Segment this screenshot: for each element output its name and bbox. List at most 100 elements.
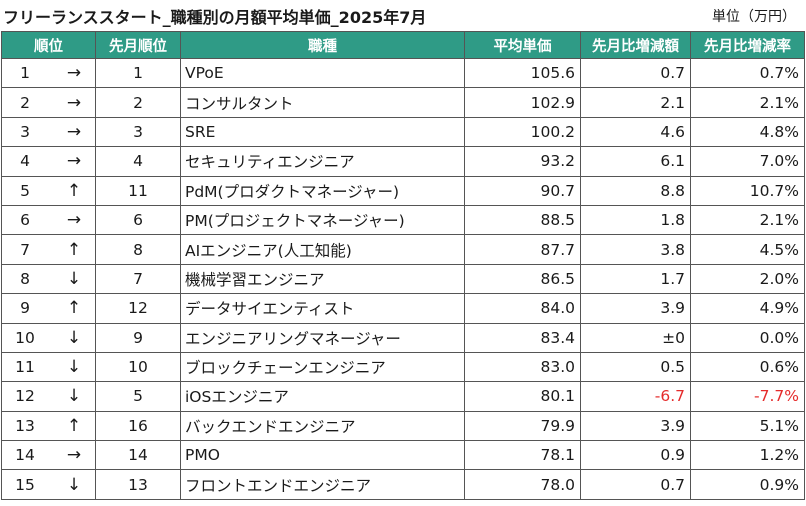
table-row: 11 ↓ 10 ブロックチェーンエンジニア 83.0 0.5 0.6% <box>1 351 805 383</box>
rank-cell: 10 ↓ <box>1 322 96 353</box>
mom-diff-cell: 1.8 <box>580 204 691 236</box>
table-row: 12 ↓ 5 iOSエンジニア 80.1 -6.7 -7.7% <box>1 381 805 412</box>
job-cell: セキュリティエンジニア <box>180 146 465 177</box>
header-mom-rate: 先月比増減率 <box>690 31 805 59</box>
job-cell: フロントエンドエンジニア <box>180 469 465 500</box>
rank-number: 4 <box>20 152 30 171</box>
rank-cell: 13 ↑ <box>1 410 96 442</box>
rank-number: 6 <box>20 211 30 230</box>
table-row: 13 ↑ 16 バックエンドエンジニア 79.9 3.9 5.1% <box>1 410 805 442</box>
trend-arrow-icon: ↓ <box>66 386 82 407</box>
mom-diff-cell: 6.1 <box>580 146 691 177</box>
trend-arrow-icon: ↑ <box>66 180 82 201</box>
mom-diff-cell: 0.7 <box>580 57 691 89</box>
table-row: 1 → 1 VPoE 105.6 0.7 0.7% <box>1 57 805 89</box>
header-avg-price: 平均単価 <box>464 31 581 59</box>
mom-diff-cell: 3.9 <box>580 410 691 442</box>
mom-diff-cell: 2.1 <box>580 87 691 118</box>
header-job: 職種 <box>180 31 465 59</box>
avg-price-cell: 86.5 <box>464 263 581 295</box>
rank-cell: 4 → <box>1 146 96 177</box>
prev-rank-cell: 10 <box>95 351 181 383</box>
avg-price-cell: 79.9 <box>464 410 581 442</box>
job-cell: コンサルタント <box>180 87 465 118</box>
mom-rate-cell: -7.7% <box>690 381 805 412</box>
rank-cell: 9 ↑ <box>1 293 96 324</box>
job-cell: PM(プロジェクトマネージャー) <box>180 204 465 236</box>
rank-cell: 5 ↑ <box>1 175 96 206</box>
trend-arrow-icon: ↓ <box>66 474 82 495</box>
mom-rate-cell: 7.0% <box>690 146 805 177</box>
trend-arrow-icon: → <box>66 121 82 142</box>
table-row: 15 ↓ 13 フロントエンドエンジニア 78.0 0.7 0.9% <box>1 469 805 500</box>
avg-price-cell: 90.7 <box>464 175 581 206</box>
table-row: 5 ↑ 11 PdM(プロダクトマネージャー) 90.7 8.8 10.7% <box>1 175 805 206</box>
avg-price-cell: 100.2 <box>464 116 581 148</box>
avg-price-cell: 83.4 <box>464 322 581 353</box>
header-prev-rank: 先月順位 <box>95 31 181 59</box>
header-mom-diff: 先月比増減額 <box>580 31 691 59</box>
job-cell: ブロックチェーンエンジニア <box>180 351 465 383</box>
trend-arrow-icon: ↓ <box>66 357 82 378</box>
table-row: 6 → 6 PM(プロジェクトマネージャー) 88.5 1.8 2.1% <box>1 204 805 236</box>
mom-rate-cell: 5.1% <box>690 410 805 442</box>
mom-diff-cell: 4.6 <box>580 116 691 148</box>
rank-cell: 12 ↓ <box>1 381 96 412</box>
avg-price-cell: 87.7 <box>464 234 581 265</box>
mom-diff-cell: ±0 <box>580 322 691 353</box>
prev-rank-cell: 4 <box>95 146 181 177</box>
prev-rank-cell: 6 <box>95 204 181 236</box>
mom-rate-cell: 2.1% <box>690 204 805 236</box>
mom-rate-cell: 0.7% <box>690 57 805 89</box>
job-cell: バックエンドエンジニア <box>180 410 465 442</box>
trend-arrow-icon: → <box>66 63 82 84</box>
mom-diff-cell: 1.7 <box>580 263 691 295</box>
trend-arrow-icon: → <box>66 210 82 231</box>
mom-rate-cell: 2.0% <box>690 263 805 295</box>
prev-rank-cell: 2 <box>95 87 181 118</box>
mom-diff-cell: 3.8 <box>580 234 691 265</box>
mom-diff-cell: -6.7 <box>580 381 691 412</box>
page-title: フリーランススタート_職種別の月額平均単価_2025年7月 <box>3 8 427 27</box>
prev-rank-cell: 3 <box>95 116 181 148</box>
title-bar: フリーランススタート_職種別の月額平均単価_2025年7月 単位（万円） <box>0 0 806 30</box>
trend-arrow-icon: → <box>66 445 82 466</box>
avg-price-cell: 84.0 <box>464 293 581 324</box>
mom-rate-cell: 0.6% <box>690 351 805 383</box>
avg-price-cell: 93.2 <box>464 146 581 177</box>
rank-cell: 8 ↓ <box>1 263 96 295</box>
job-cell: SRE <box>180 116 465 148</box>
avg-price-cell: 78.1 <box>464 440 581 471</box>
table-row: 9 ↑ 12 データサイエンティスト 84.0 3.9 4.9% <box>1 293 805 324</box>
job-cell: 機械学習エンジニア <box>180 263 465 295</box>
job-cell: iOSエンジニア <box>180 381 465 412</box>
avg-price-cell: 105.6 <box>464 57 581 89</box>
rank-cell: 3 → <box>1 116 96 148</box>
prev-rank-cell: 9 <box>95 322 181 353</box>
unit-label: 単位（万円） <box>712 9 796 25</box>
table-row: 14 → 14 PMO 78.1 0.9 1.2% <box>1 440 805 471</box>
rank-number: 12 <box>15 387 35 406</box>
trend-arrow-icon: ↑ <box>66 298 82 319</box>
mom-rate-cell: 1.2% <box>690 440 805 471</box>
rank-cell: 6 → <box>1 204 96 236</box>
avg-price-cell: 83.0 <box>464 351 581 383</box>
rank-cell: 15 ↓ <box>1 469 96 500</box>
avg-price-cell: 88.5 <box>464 204 581 236</box>
rank-number: 9 <box>20 299 30 318</box>
table-row: 3 → 3 SRE 100.2 4.6 4.8% <box>1 116 805 148</box>
table-body: 1 → 1 VPoE 105.6 0.7 0.7% 2 → 2 コンサルタント 102.9 2.1 2.1… <box>1 57 805 500</box>
table-row: 10 ↓ 9 エンジニアリングマネージャー 83.4 ±0 0.0% <box>1 322 805 353</box>
avg-price-cell: 78.0 <box>464 469 581 500</box>
trend-arrow-icon: ↓ <box>66 327 82 348</box>
rank-cell: 2 → <box>1 87 96 118</box>
rank-cell: 14 → <box>1 440 96 471</box>
rank-cell: 11 ↓ <box>1 351 96 383</box>
mom-rate-cell: 2.1% <box>690 87 805 118</box>
prev-rank-cell: 16 <box>95 410 181 442</box>
prev-rank-cell: 1 <box>95 57 181 89</box>
mom-diff-cell: 8.8 <box>580 175 691 206</box>
avg-price-cell: 80.1 <box>464 381 581 412</box>
trend-arrow-icon: → <box>66 151 82 172</box>
rank-number: 11 <box>15 358 35 377</box>
